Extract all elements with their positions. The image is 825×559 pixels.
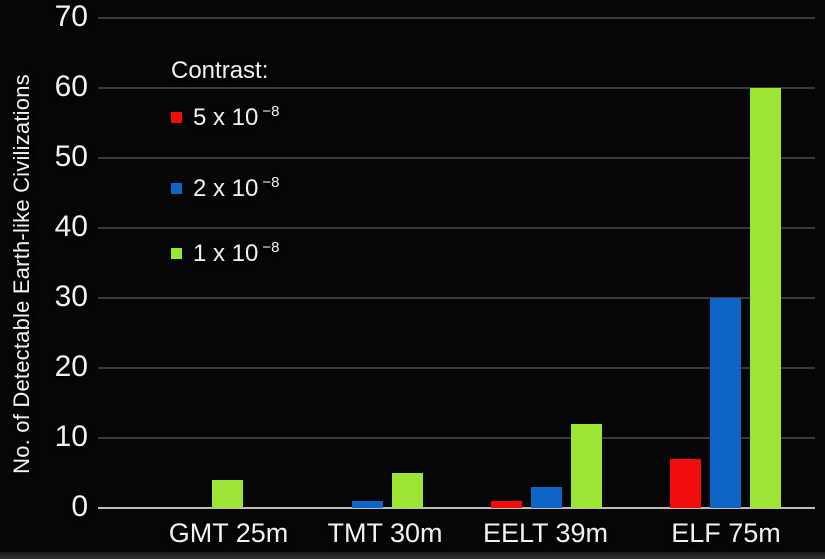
legend-title: Contrast: [171,57,269,84]
legend-label: 1 x 10 −8 [193,238,280,267]
legend-label-exponent: −8 [262,238,280,256]
x-label-tmt-30m: TMT 30m [327,518,443,548]
x-label-gmt-25m: GMT 25m [168,518,289,548]
y-tick-label-70: 70 [54,0,88,33]
legend-swatch-1-x-10-8 [171,247,182,259]
legend-label-exponent: −8 [262,173,280,191]
y-tick-label-10: 10 [54,420,88,453]
plot-area [98,17,815,509]
x-axis-line [98,507,815,509]
bar-2-x-10-8-tmt-30m [351,501,383,508]
gridline-60 [98,87,815,89]
legend-item-5-x-10-8: 5 x 10 −8 [171,102,280,131]
x-label-eelt-39m: EELT 39m [482,518,609,548]
x-label-elf-75m: ELF 75m [671,518,781,548]
bar-2-x-10-8-elf-75m [710,298,742,508]
gridline-20 [98,367,815,369]
legend-label: 2 x 10 −8 [193,173,280,202]
y-tick-label-60: 60 [54,70,88,103]
legend-swatch-5-x-10-8 [171,111,182,123]
y-tick-label-50: 50 [54,140,88,173]
bar-5-x-10-8-eelt-39m [490,501,522,508]
y-tick-label-40: 40 [54,210,88,243]
y-tick-label-30: 30 [54,280,88,313]
bar-1-x-10-8-tmt-30m [391,473,423,508]
y-tick-label-0: 0 [71,490,88,523]
bottom-edge-strip [0,552,825,559]
y-tick-label-20: 20 [54,350,88,383]
legend-swatch-2-x-10-8 [171,182,182,194]
bar-1-x-10-8-gmt-25m [212,480,244,508]
legend-label: 5 x 10 −8 [193,102,280,131]
bar-2-x-10-8-eelt-39m [530,487,562,508]
legend-item-1-x-10-8: 1 x 10 −8 [171,238,280,267]
legend-label-exponent: −8 [262,102,280,120]
bar-1-x-10-8-elf-75m [750,88,782,508]
bar-5-x-10-8-elf-75m [670,459,702,508]
legend-item-2-x-10-8: 2 x 10 −8 [171,173,280,202]
gridline-50 [98,157,815,159]
gridline-10 [98,437,815,439]
gridline-40 [98,227,815,229]
gridline-70 [98,17,815,19]
y-axis-title: No. of Detectable Earth-like Civilizatio… [9,74,34,474]
gridline-30 [98,297,815,299]
bar-1-x-10-8-eelt-39m [570,424,602,508]
